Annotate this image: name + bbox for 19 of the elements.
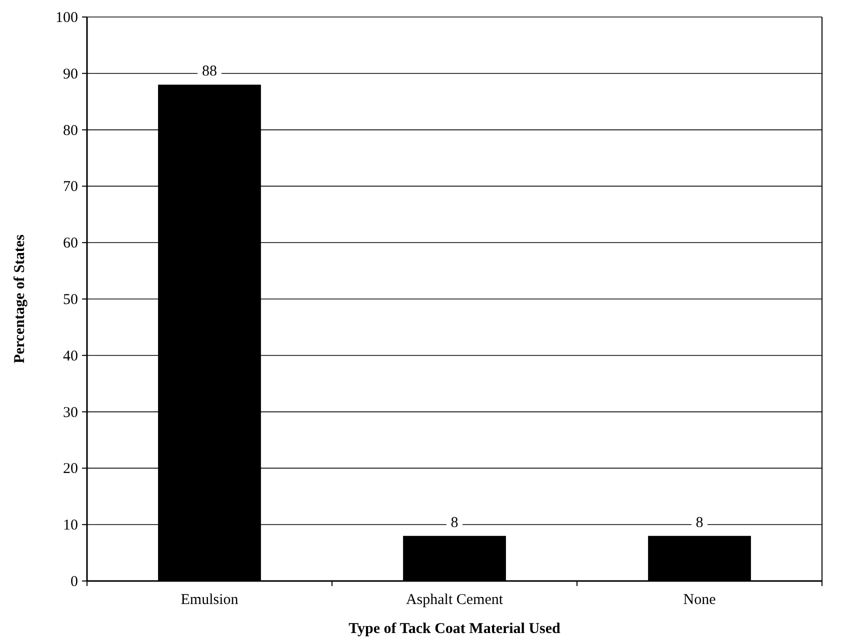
data-label: 88	[202, 64, 217, 80]
y-tick-label: 90	[63, 66, 78, 82]
y-tick-label: 70	[63, 179, 78, 196]
y-tick-label: 0	[70, 574, 78, 590]
y-tick-label: 40	[63, 348, 78, 364]
y-tick-label: 100	[56, 10, 78, 26]
y-tick-label: 50	[63, 292, 78, 308]
data-label: 8	[696, 514, 704, 531]
x-tick-label: Emulsion	[180, 592, 239, 608]
x-tick-label: Asphalt Cement	[406, 592, 504, 608]
y-tick-label: 20	[63, 461, 78, 478]
y-tick-label: 60	[63, 236, 78, 252]
x-axis-title: Type of Tack Coat Material Used	[348, 621, 562, 637]
y-tick-label: 30	[63, 404, 78, 421]
y-tick-label: 10	[63, 518, 78, 534]
y-tick-label: 80	[63, 122, 78, 139]
data-label: 8	[450, 514, 458, 531]
x-tick-label: None	[683, 592, 716, 608]
y-axis-title: Percentage of States	[12, 234, 28, 364]
